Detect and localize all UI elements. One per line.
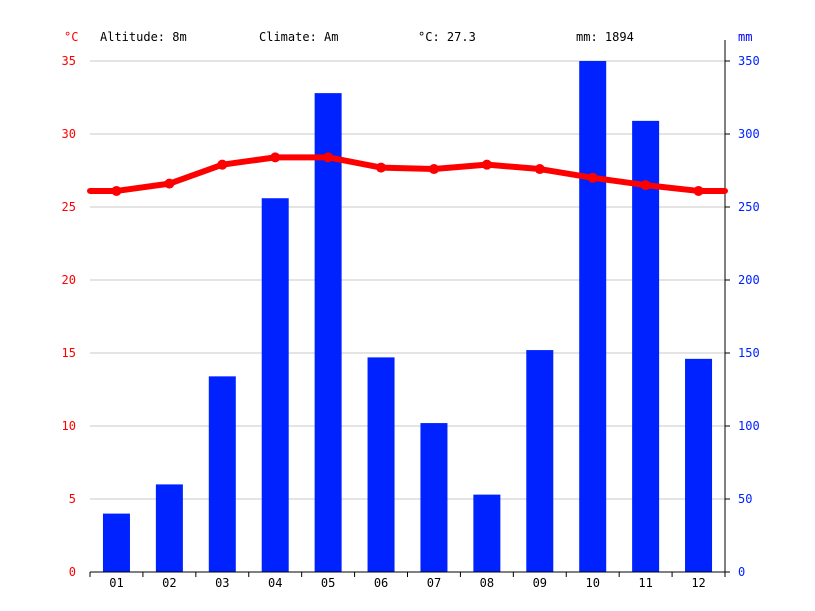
left-tick-label-35: 35	[62, 54, 76, 68]
left-tick-label-5: 5	[69, 492, 76, 506]
right-tick-label-0: 0	[738, 565, 745, 579]
precip-bar-06	[367, 357, 395, 572]
right-tick-label-250: 250	[738, 200, 760, 214]
axes	[90, 40, 726, 573]
precip-bar-02	[155, 484, 183, 572]
x-tick-label-09: 09	[533, 576, 547, 590]
temp-point-09	[534, 164, 545, 175]
x-tick-label-05: 05	[321, 576, 335, 590]
right-tick-label-350: 350	[738, 54, 760, 68]
precip-bar-11	[632, 120, 660, 573]
precip-bar-04	[261, 198, 289, 573]
x-tick-label-06: 06	[374, 576, 388, 590]
precip-bar-08	[473, 494, 501, 572]
x-tick-label-03: 03	[215, 576, 229, 590]
precip-bar-03	[208, 376, 236, 572]
temp-point-08	[481, 159, 492, 170]
total-precip-label: mm: 1894	[576, 30, 634, 44]
precip-bar-01	[102, 513, 130, 572]
x-tick-label-04: 04	[268, 576, 282, 590]
left-tick-label-15: 15	[62, 346, 76, 360]
x-tick-label-08: 08	[480, 576, 494, 590]
precip-bar-07	[420, 423, 448, 572]
temp-point-04	[270, 152, 281, 163]
temp-point-12	[693, 185, 704, 196]
x-tick-label-02: 02	[162, 576, 176, 590]
x-tick-label-12: 12	[691, 576, 705, 590]
climate-label: Climate: Am	[259, 30, 339, 44]
left-tick-label-20: 20	[62, 273, 76, 287]
precip-bar-10	[579, 61, 607, 572]
avg-temp-label: °C: 27.3	[418, 30, 476, 44]
temperature-series-line	[87, 154, 728, 194]
temp-point-05	[323, 152, 334, 163]
precip-bar-05	[314, 93, 342, 573]
temp-point-01	[111, 185, 122, 196]
left-tick-label-10: 10	[62, 419, 76, 433]
precip-bar-09	[526, 350, 554, 572]
temp-point-11	[640, 180, 651, 191]
temp-point-10	[587, 172, 598, 183]
right-tick-label-200: 200	[738, 273, 760, 287]
grid-lines	[90, 60, 725, 500]
right-tick-label-150: 150	[738, 346, 760, 360]
temp-point-06	[376, 162, 387, 173]
x-tick-label-07: 07	[427, 576, 441, 590]
x-tick-label-01: 01	[109, 576, 123, 590]
x-axis-ticks: 01 02 03 04 05 06 07 08 09 10 11 12	[89, 572, 726, 590]
right-tick-label-300: 300	[738, 127, 760, 141]
precip-bar-12	[685, 358, 713, 572]
left-axis-unit: °C	[64, 30, 79, 44]
left-axis-ticks: 0 5 10 15 20 25 30 35	[62, 54, 76, 579]
altitude-label: Altitude: 8m	[100, 30, 187, 44]
left-tick-label-0: 0	[69, 565, 76, 579]
right-axis-unit: mm	[738, 30, 753, 44]
x-tick-label-10: 10	[585, 576, 599, 590]
precipitation-bars	[102, 61, 713, 573]
temperature-line	[87, 152, 728, 196]
right-tick-label-50: 50	[738, 492, 752, 506]
temp-point-02	[164, 178, 175, 189]
left-tick-label-25: 25	[62, 200, 76, 214]
temp-point-07	[428, 164, 439, 175]
right-tick-label-100: 100	[738, 419, 760, 433]
right-axis-ticks: 0 50 100 150 200 250 300 350	[725, 54, 760, 579]
temp-point-03	[217, 159, 228, 170]
left-tick-label-30: 30	[62, 127, 76, 141]
x-tick-label-11: 11	[638, 576, 652, 590]
